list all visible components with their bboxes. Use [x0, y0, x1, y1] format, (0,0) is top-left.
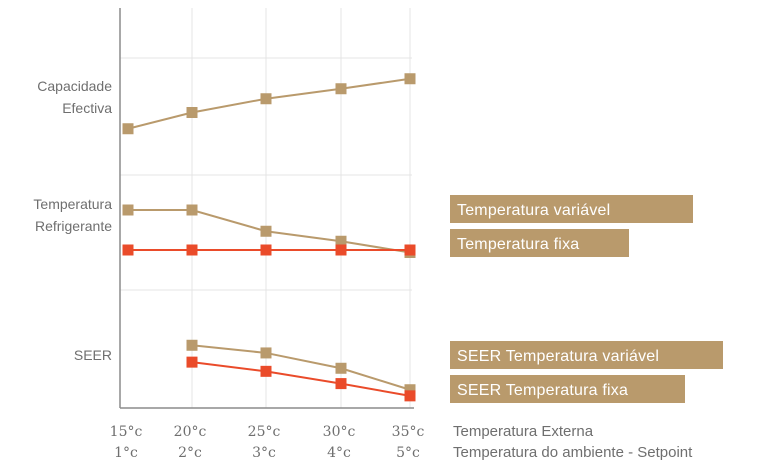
x-axis-title-secondary: Temperatura do ambiente - Setpoint [453, 444, 693, 461]
panel-label: SEER [74, 347, 112, 363]
x-tick-label-secondary: 1°c [114, 445, 138, 461]
x-axis-title: Temperatura Externa [453, 423, 594, 440]
series-line [191, 361, 411, 397]
x-tick-label-secondary: 4°c [327, 445, 351, 461]
panel-label: Efectiva [62, 100, 112, 116]
data-point [186, 339, 198, 351]
legend-label: Temperatura variável [457, 202, 610, 219]
data-point [122, 244, 134, 256]
data-point [260, 225, 272, 237]
data-point [186, 107, 198, 118]
x-tick-label: 15°c [110, 424, 143, 440]
data-point [260, 93, 272, 105]
legend-label: Temperatura fixa [457, 236, 579, 253]
data-point [335, 244, 347, 256]
panel-label: Refrigerante [35, 218, 112, 234]
x-tick-label-secondary: 2°c [178, 445, 202, 461]
data-point [404, 390, 416, 402]
data-point [260, 347, 272, 359]
x-tick-label-secondary: 3°c [252, 445, 276, 461]
data-point [122, 123, 134, 135]
legend-box [450, 375, 685, 403]
data-point [122, 204, 134, 216]
legend-label: SEER Temperatura fixa [457, 382, 628, 399]
panel-label: Temperatura [33, 196, 112, 212]
x-tick-label: 25°c [248, 424, 281, 440]
x-tick-label-secondary: 5°c [396, 445, 420, 461]
data-point [404, 244, 416, 256]
legend-box [450, 229, 629, 257]
data-point [335, 378, 347, 390]
data-point [186, 244, 198, 256]
data-point [335, 362, 347, 374]
legend-box [450, 195, 693, 223]
data-point [260, 244, 272, 256]
data-point [404, 384, 416, 396]
data-point [335, 235, 347, 247]
data-point [186, 204, 198, 216]
legend-label: SEER Temperatura variável [457, 348, 659, 365]
x-tick-label: 35°c [392, 424, 425, 440]
panel-label: Capacidade [37, 78, 112, 94]
series-line [191, 344, 411, 391]
x-tick-label: 20°c [174, 424, 207, 440]
data-point [260, 365, 272, 377]
data-point [404, 73, 416, 85]
legend-box [450, 341, 723, 369]
x-tick-label: 30°c [323, 424, 356, 440]
data-point [335, 83, 347, 95]
data-point [186, 356, 198, 368]
